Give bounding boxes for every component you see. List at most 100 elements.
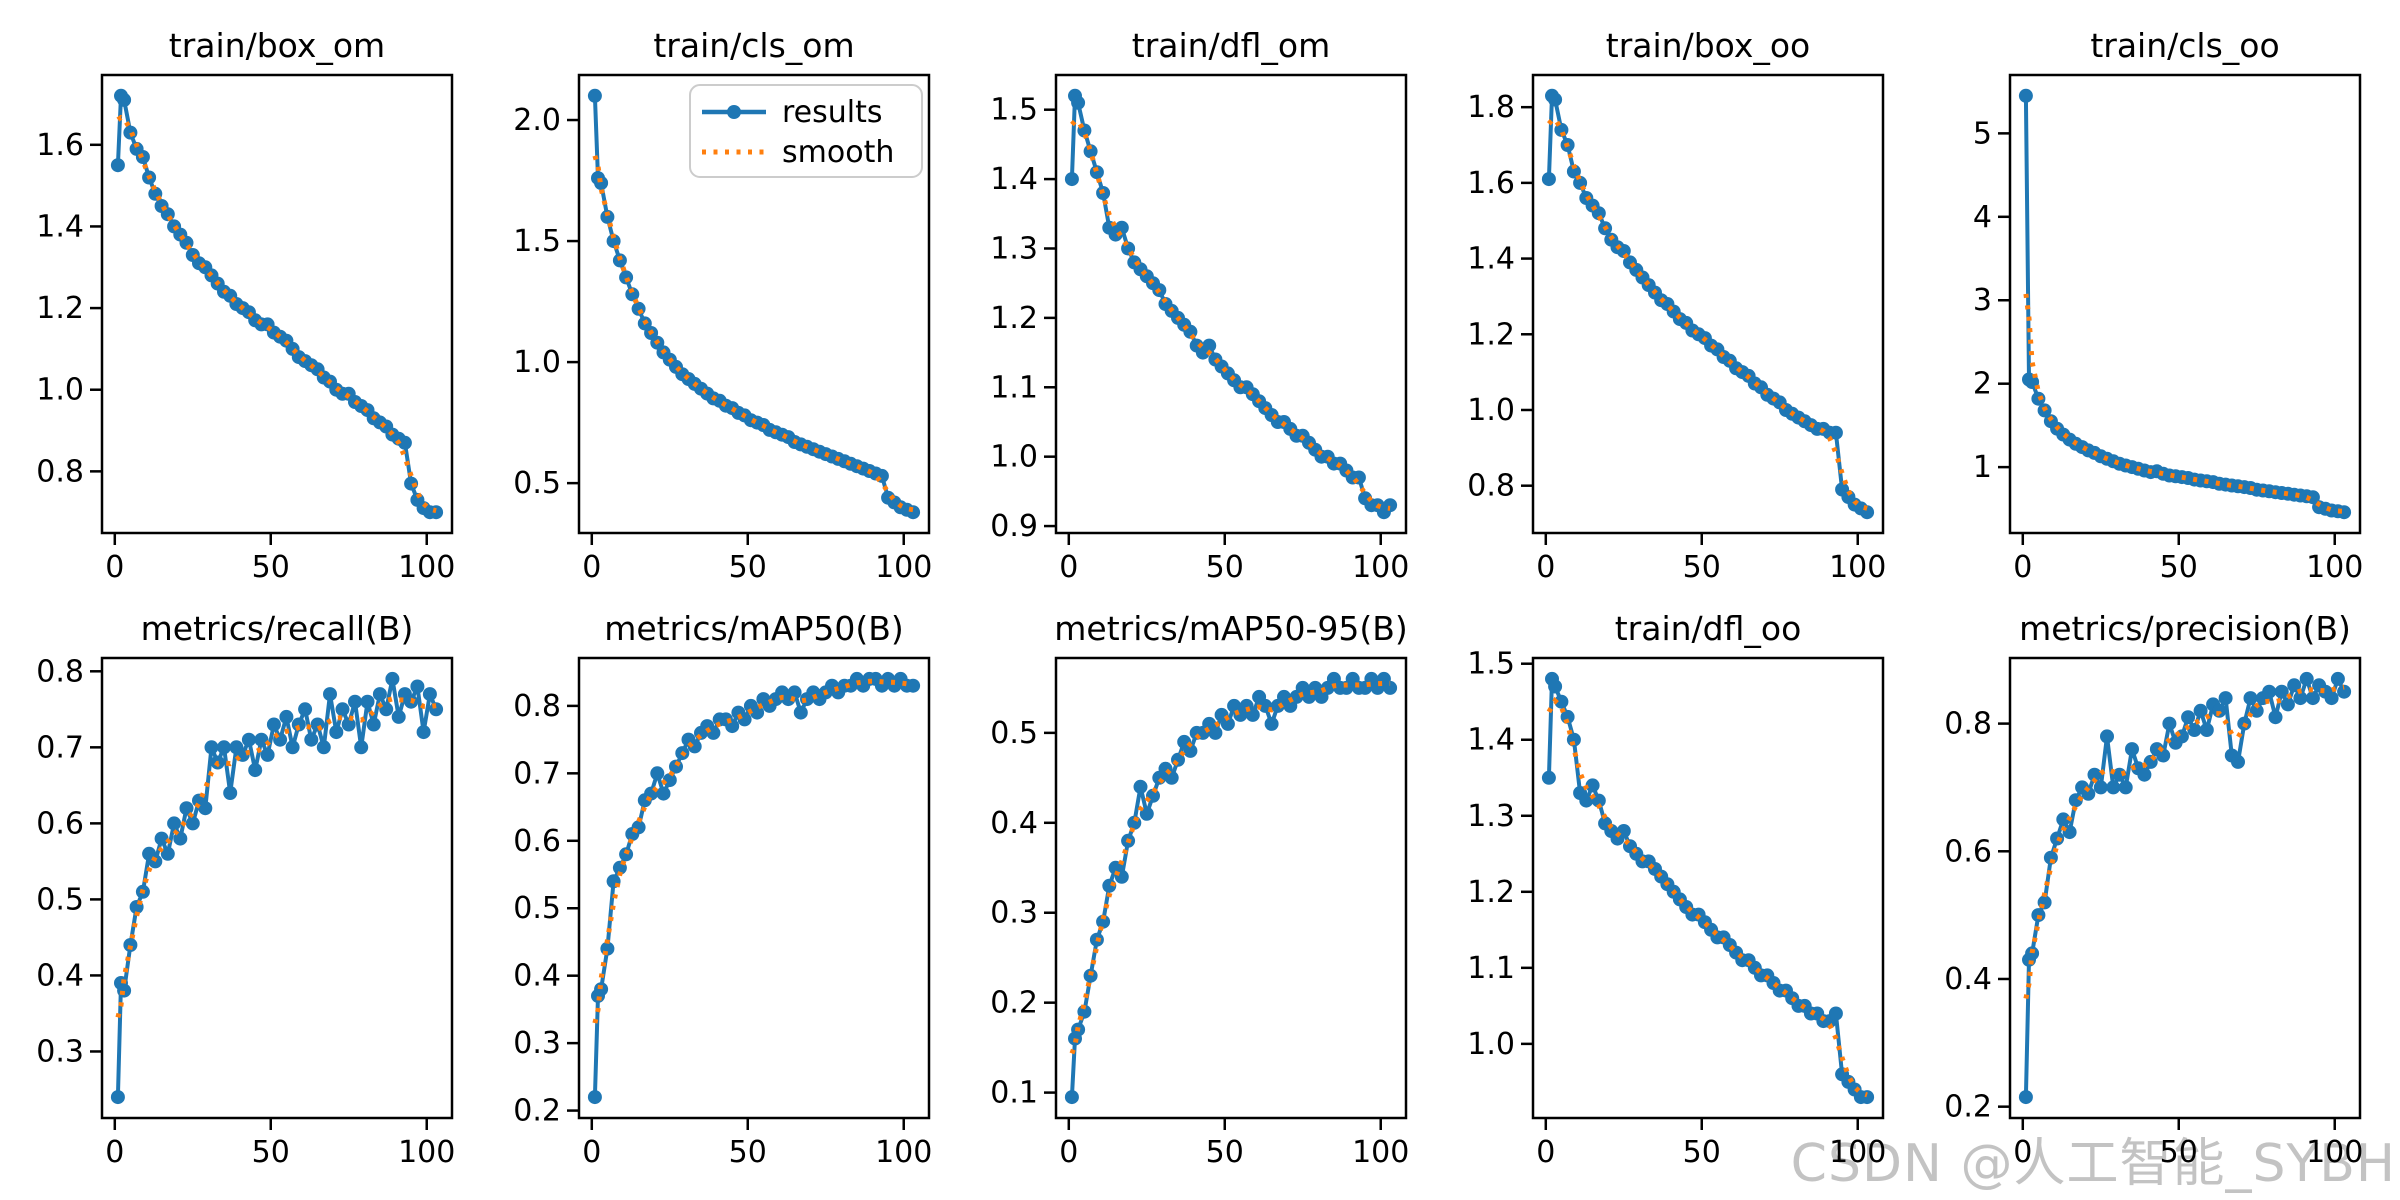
subplot-title: train/dfl_oo (1615, 609, 1802, 648)
y-tick-label: 1.0 (990, 440, 1038, 475)
x-tick-label: 0 (2013, 1135, 2032, 1170)
y-tick-label: 2 (1973, 367, 1992, 402)
axes-border (577, 73, 931, 535)
y-tick-label: 1.4 (36, 209, 84, 244)
axes-border (2008, 73, 2362, 535)
x-tick-label: 0 (582, 1135, 601, 1170)
y-tick-label: 0.4 (990, 806, 1038, 841)
results-markers (2018, 671, 2352, 1105)
x-tick-label: 50 (1206, 550, 1244, 585)
subplot-title: metrics/mAP50(B) (604, 609, 904, 648)
y-tick-label: 0.4 (513, 959, 561, 994)
subplot-train-cls-oo: train/cls_oo 0 50 100 1 2 3 4 5 (1973, 26, 2363, 585)
y-tick-label: 1.4 (1467, 242, 1515, 277)
subplot-metrics-recall-b-: metrics/recall(B) 0 50 100 0.3 0.4 0.5 0.6 0.7 0.… (36, 609, 455, 1170)
axes-border (1531, 656, 1885, 1120)
y-tick-label: 1.3 (1467, 799, 1515, 834)
x-tick-label: 0 (1059, 550, 1078, 585)
x-tick-label: 50 (2160, 1135, 2198, 1170)
y-tick-label: 1 (1973, 450, 1992, 485)
y-tick-label: 1.1 (1467, 951, 1515, 986)
y-tick-label: 0.1 (990, 1076, 1038, 1111)
x-tick-label: 100 (398, 550, 455, 585)
x-tick-label: 100 (1352, 550, 1409, 585)
y-tick-label: 1.4 (990, 162, 1038, 197)
x-tick-label: 0 (1536, 1135, 1555, 1170)
x-tick-label: 50 (252, 550, 290, 585)
x-tick-label: 50 (2160, 550, 2198, 585)
x-tick-label: 50 (1206, 1135, 1244, 1170)
y-tick-label: 5 (1973, 116, 1992, 151)
y-tick-label: 1.2 (36, 291, 84, 326)
legend-smooth-label: smooth (782, 135, 894, 170)
x-tick-label: 0 (582, 550, 601, 585)
y-tick-label: 0.4 (1944, 962, 1992, 997)
x-tick-label: 0 (105, 550, 124, 585)
y-tick-label: 1.0 (36, 373, 84, 408)
x-tick-label: 0 (1536, 550, 1555, 585)
x-tick-label: 50 (1683, 1135, 1721, 1170)
x-tick-label: 100 (1352, 1135, 1409, 1170)
axes-border (100, 73, 454, 535)
y-tick-label: 0.5 (990, 716, 1038, 751)
y-tick-label: 1.4 (1467, 723, 1515, 758)
y-tick-label: 1.2 (990, 301, 1038, 336)
axes-border (1531, 73, 1885, 535)
subplot-metrics-precision-b-: metrics/precision(B) 0 50 100 0.2 0.4 0.6 0.8 (1944, 609, 2363, 1170)
smooth-line (592, 155, 914, 513)
smooth-line (1070, 118, 1391, 511)
y-tick-label: 0.8 (513, 689, 561, 724)
x-tick-label: 0 (105, 1135, 124, 1170)
y-tick-label: 0.7 (513, 756, 561, 791)
subplot-title: metrics/mAP50-95(B) (1054, 609, 1407, 648)
axes-border (2008, 656, 2362, 1120)
x-tick-label: 50 (252, 1135, 290, 1170)
y-tick-label: 1.1 (990, 370, 1038, 405)
subplot-title: train/box_om (169, 26, 385, 65)
y-tick-label: 0.7 (36, 730, 84, 765)
axes-background (1056, 75, 1406, 533)
axes-border (1054, 73, 1408, 535)
y-tick-label: 0.4 (36, 958, 84, 993)
smooth-line (2023, 684, 2345, 1000)
x-tick-label: 100 (875, 550, 932, 585)
y-tick-label: 0.5 (513, 891, 561, 926)
legend-results-marker-sample (727, 105, 741, 119)
y-tick-label: 0.8 (1467, 469, 1515, 504)
subplot-title: train/cls_oo (2090, 26, 2279, 65)
axes-background (579, 658, 929, 1118)
y-tick-label: 0.2 (990, 986, 1038, 1021)
subplot-title: train/dfl_om (1132, 26, 1331, 65)
legend: results smooth (689, 84, 923, 178)
y-tick-label: 1.2 (1467, 317, 1515, 352)
y-tick-label: 1.5 (1467, 647, 1515, 682)
y-tick-label: 0.6 (36, 806, 84, 841)
x-tick-label: 50 (1683, 550, 1721, 585)
y-tick-label: 4 (1973, 200, 1992, 235)
smooth-line (1547, 116, 1868, 511)
y-tick-label: 0.2 (1944, 1090, 1992, 1125)
y-tick-label: 0.8 (1944, 707, 1992, 742)
y-tick-label: 1.0 (1467, 1027, 1515, 1062)
y-tick-label: 0.3 (513, 1026, 561, 1061)
y-tick-label: 0.3 (36, 1034, 84, 1069)
x-tick-label: 100 (1829, 1135, 1886, 1170)
y-tick-label: 0.8 (36, 454, 84, 489)
results-markers (587, 671, 921, 1105)
x-tick-label: 50 (729, 550, 767, 585)
smooth-line (1546, 696, 1868, 1098)
y-tick-label: 0.5 (36, 882, 84, 917)
x-tick-label: 100 (2306, 1135, 2363, 1170)
y-tick-label: 2.0 (513, 103, 561, 138)
y-tick-label: 0.9 (990, 509, 1038, 544)
axes-border (1054, 656, 1408, 1120)
subplot-title: metrics/precision(B) (2019, 609, 2351, 648)
x-tick-label: 100 (1829, 550, 1886, 585)
subplot-train-box-oo: train/box_oo 0 50 100 0.8 1.0 1.2 1.4 1.6 1.8 (1467, 26, 1886, 585)
axes-background (1533, 658, 1883, 1118)
y-tick-label: 1.2 (1467, 875, 1515, 910)
y-tick-label: 0.3 (990, 896, 1038, 931)
x-tick-label: 100 (875, 1135, 932, 1170)
